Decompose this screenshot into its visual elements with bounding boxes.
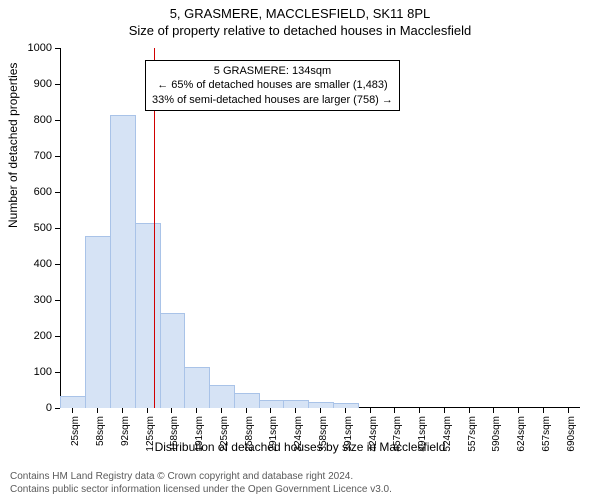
x-tick bbox=[246, 408, 247, 413]
histogram-bar bbox=[283, 400, 309, 408]
y-tick bbox=[55, 336, 60, 337]
y-tick-label: 600 bbox=[16, 186, 52, 198]
attribution-footer: Contains HM Land Registry data © Crown c… bbox=[10, 471, 392, 496]
x-axis-label: Distribution of detached houses by size … bbox=[0, 440, 600, 454]
x-tick bbox=[568, 408, 569, 413]
y-tick-label: 400 bbox=[16, 258, 52, 270]
annotation-line-3: 33% of semi-detached houses are larger (… bbox=[152, 93, 393, 107]
x-tick bbox=[419, 408, 420, 413]
footer-line-2: Contains public sector information licen… bbox=[10, 484, 392, 497]
histogram-bar bbox=[234, 393, 260, 408]
address-super-title: 5, GRASMERE, MACCLESFIELD, SK11 8PL bbox=[0, 0, 600, 21]
x-tick bbox=[221, 408, 222, 413]
x-tick bbox=[122, 408, 123, 413]
histogram-bar bbox=[85, 236, 111, 408]
x-tick bbox=[171, 408, 172, 413]
histogram-bar bbox=[135, 223, 161, 408]
x-tick bbox=[518, 408, 519, 413]
annotation-line-1: 5 GRASMERE: 134sqm bbox=[152, 64, 393, 78]
y-tick-label: 200 bbox=[16, 330, 52, 342]
histogram-plot: 0100200300400500600700800900100025sqm58s… bbox=[60, 48, 580, 408]
y-tick-label: 300 bbox=[16, 294, 52, 306]
y-tick bbox=[55, 156, 60, 157]
y-tick-label: 700 bbox=[16, 150, 52, 162]
histogram-bar bbox=[259, 400, 285, 408]
x-tick bbox=[493, 408, 494, 413]
x-tick bbox=[469, 408, 470, 413]
x-tick bbox=[270, 408, 271, 413]
y-axis-line bbox=[60, 48, 61, 408]
x-tick bbox=[320, 408, 321, 413]
x-tick bbox=[345, 408, 346, 413]
x-tick bbox=[394, 408, 395, 413]
x-tick bbox=[97, 408, 98, 413]
x-tick bbox=[444, 408, 445, 413]
footer-line-1: Contains HM Land Registry data © Crown c… bbox=[10, 471, 392, 484]
histogram-bar bbox=[160, 313, 186, 408]
y-tick-label: 100 bbox=[16, 366, 52, 378]
x-tick bbox=[370, 408, 371, 413]
histogram-bar bbox=[110, 115, 136, 408]
x-tick bbox=[295, 408, 296, 413]
y-tick bbox=[55, 408, 60, 409]
y-tick-label: 900 bbox=[16, 78, 52, 90]
x-tick bbox=[72, 408, 73, 413]
y-tick-label: 0 bbox=[16, 402, 52, 414]
y-tick-label: 1000 bbox=[16, 42, 52, 54]
histogram-bar bbox=[209, 385, 235, 408]
y-tick-label: 500 bbox=[16, 222, 52, 234]
y-tick bbox=[55, 228, 60, 229]
y-tick bbox=[55, 264, 60, 265]
x-tick bbox=[543, 408, 544, 413]
histogram-bar bbox=[184, 367, 210, 408]
annotation-line-2: ← 65% of detached houses are smaller (1,… bbox=[152, 78, 393, 92]
y-tick-label: 800 bbox=[16, 114, 52, 126]
x-tick bbox=[147, 408, 148, 413]
annotation-box: 5 GRASMERE: 134sqm← 65% of detached hous… bbox=[145, 60, 400, 111]
y-tick bbox=[55, 300, 60, 301]
chart-area: 0100200300400500600700800900100025sqm58s… bbox=[60, 48, 580, 408]
histogram-bar bbox=[333, 403, 359, 408]
x-tick bbox=[196, 408, 197, 413]
y-tick bbox=[55, 372, 60, 373]
y-tick bbox=[55, 192, 60, 193]
y-tick bbox=[55, 48, 60, 49]
y-tick bbox=[55, 84, 60, 85]
histogram-bar bbox=[60, 396, 86, 408]
chart-title: Size of property relative to detached ho… bbox=[0, 21, 600, 38]
y-tick bbox=[55, 120, 60, 121]
